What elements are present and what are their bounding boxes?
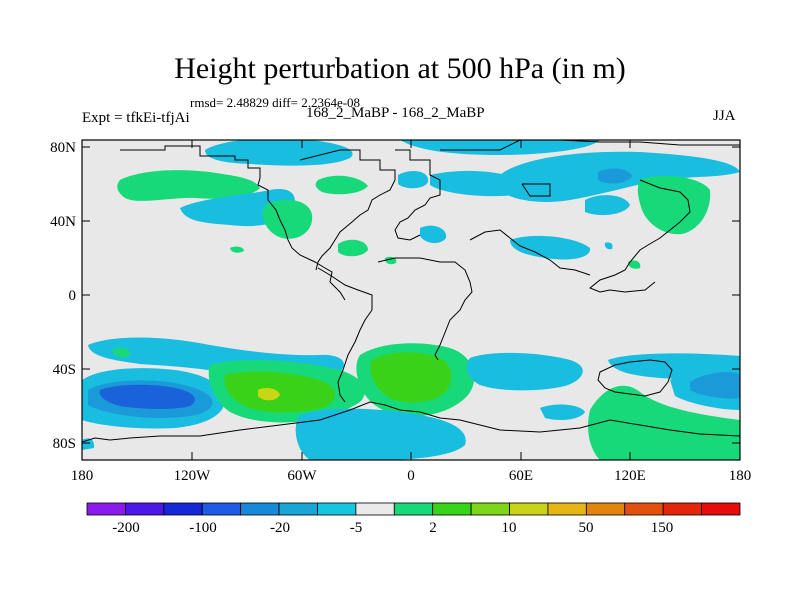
colorbar-label: -5 bbox=[350, 520, 363, 536]
lat-label: 40N bbox=[50, 214, 76, 230]
colorbar-box bbox=[163, 502, 203, 516]
field-patch bbox=[117, 170, 260, 201]
field-patch bbox=[112, 347, 131, 358]
field-patch bbox=[604, 242, 613, 250]
case-label: 168_2_MaBP - 168_2_MaBP bbox=[306, 105, 485, 121]
colorbar-label: 10 bbox=[502, 520, 517, 536]
coastline-north-america bbox=[120, 145, 346, 301]
colorbar-box bbox=[317, 502, 357, 516]
field-patch bbox=[295, 408, 466, 460]
lat-label: 40S bbox=[53, 362, 76, 378]
coastline-africa bbox=[377, 257, 473, 361]
colorbar-label: -20 bbox=[270, 520, 290, 536]
coastline-south-america bbox=[317, 267, 373, 403]
field-patch bbox=[224, 371, 336, 413]
lon-ticks bbox=[81, 140, 741, 460]
plot-title: Height perturbation at 500 hPa (in m) bbox=[174, 52, 626, 85]
colorbar-box bbox=[662, 502, 702, 516]
field-patch bbox=[230, 246, 244, 253]
colorbar-box bbox=[509, 502, 549, 516]
colorbar-labels: -200 -100 -20 -5 2 10 50 150 bbox=[112, 520, 673, 536]
field-patch bbox=[585, 195, 630, 216]
field-patch bbox=[398, 170, 429, 189]
coastline-asia bbox=[440, 140, 740, 151]
field-patch bbox=[637, 175, 711, 235]
season-label: JJA bbox=[713, 108, 736, 124]
colorbar-box bbox=[585, 502, 626, 516]
coastline-asia-east bbox=[521, 179, 691, 293]
colorbar-label: -200 bbox=[112, 520, 140, 536]
lon-label: 180 bbox=[71, 468, 94, 484]
coastline-north-america-east bbox=[299, 149, 396, 271]
colorbar-box bbox=[432, 502, 472, 516]
field-patch bbox=[315, 175, 368, 195]
field-patch bbox=[466, 352, 583, 391]
colorbar-label: -100 bbox=[189, 520, 217, 536]
coastlines bbox=[82, 140, 740, 443]
coastline-australia bbox=[597, 359, 673, 397]
field-patch bbox=[258, 387, 280, 401]
field-patch bbox=[420, 225, 447, 244]
field-patch bbox=[510, 235, 591, 260]
field-patch bbox=[99, 384, 195, 409]
coastline-europe bbox=[394, 149, 441, 241]
colorbar-box bbox=[240, 502, 280, 516]
colorbar-box bbox=[355, 502, 395, 516]
colorbar-box bbox=[86, 502, 126, 516]
field-patch bbox=[400, 140, 600, 155]
field-patch bbox=[540, 404, 585, 420]
field-patch bbox=[690, 372, 740, 399]
lat-label: 80N bbox=[50, 140, 76, 156]
lon-label: 120E bbox=[614, 468, 646, 484]
experiment-label: Expt = tfkEi-tfjAi bbox=[82, 110, 190, 126]
coastline-arabia-india bbox=[469, 229, 591, 276]
colorbar-box bbox=[470, 502, 510, 516]
colorbar-box bbox=[201, 502, 242, 516]
field-patch bbox=[205, 140, 353, 166]
stats-line: rmsd= 2.48829 diff= 2.2364e-08 bbox=[190, 95, 361, 110]
field-patch bbox=[370, 352, 452, 403]
field-patch bbox=[338, 239, 368, 257]
colorbar-box bbox=[547, 502, 587, 516]
lon-label: 120W bbox=[174, 468, 212, 484]
colorbar-box bbox=[393, 502, 434, 516]
lon-label: 180 bbox=[729, 468, 752, 484]
field-patch bbox=[628, 260, 641, 269]
colorbar-box bbox=[125, 502, 165, 516]
lon-label: 60W bbox=[287, 468, 317, 484]
colorbar-label: 2 bbox=[429, 520, 437, 536]
lat-label: 80S bbox=[53, 436, 76, 452]
colorbar-box bbox=[278, 502, 318, 516]
field-patch bbox=[588, 385, 740, 460]
lon-label: 0 bbox=[407, 468, 415, 484]
height-field bbox=[82, 140, 740, 460]
lat-label: 0 bbox=[69, 288, 77, 304]
lon-label: 60E bbox=[509, 468, 533, 484]
lat-ticks bbox=[82, 146, 740, 444]
field-patch bbox=[598, 168, 632, 184]
colorbar-label: 150 bbox=[651, 520, 674, 536]
colorbar-box bbox=[701, 502, 741, 516]
colorbar-label: 50 bbox=[579, 520, 594, 536]
colorbar bbox=[86, 502, 741, 516]
coastline-antarctica bbox=[82, 401, 740, 443]
colorbar-box bbox=[624, 502, 664, 516]
